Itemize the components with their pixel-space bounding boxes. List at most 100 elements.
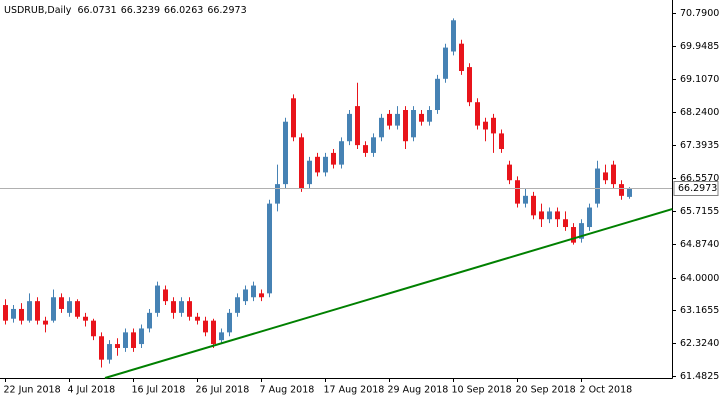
- candle-body: [291, 98, 296, 138]
- candle-body: [259, 293, 264, 298]
- y-tick-label: 70.7900: [680, 8, 719, 19]
- candle-body: [379, 117, 384, 138]
- candle-body: [275, 184, 280, 204]
- candle-body: [307, 160, 312, 185]
- candle-body: [539, 211, 544, 220]
- candle-body: [595, 168, 600, 204]
- candle-body: [611, 164, 616, 185]
- candle-body: [251, 285, 256, 298]
- y-tick-label: 64.8740: [680, 239, 719, 250]
- candle-body: [323, 156, 328, 173]
- candle-body: [355, 106, 360, 146]
- candle-body: [75, 301, 80, 317]
- candle-body: [219, 332, 224, 341]
- candle-body: [11, 308, 16, 319]
- x-tick-label: 17 Aug 2018: [324, 385, 385, 396]
- x-tick-label: 4 Jul 2018: [68, 385, 116, 396]
- candle-body: [91, 320, 96, 337]
- candle-body: [395, 113, 400, 126]
- chart-header: USDRUB,Daily 66.0731 66.3239 66.0263 66.2973: [4, 5, 247, 16]
- candle-body: [123, 332, 128, 348]
- x-tick-label: 26 Jul 2018: [196, 385, 250, 396]
- trendline: [104, 208, 673, 379]
- candle-body: [531, 195, 536, 216]
- candle-body: [483, 121, 488, 130]
- candle-body: [59, 297, 64, 309]
- candle-body: [283, 121, 288, 185]
- x-tick-label: 22 Jun 2018: [4, 385, 61, 396]
- candle-body: [555, 211, 560, 220]
- candle-body: [203, 320, 208, 333]
- candle-body: [603, 172, 608, 181]
- candle-body: [51, 297, 56, 321]
- x-tick-label: 10 Sep 2018: [452, 385, 512, 396]
- candle-body: [235, 297, 240, 313]
- candle-body: [387, 113, 392, 126]
- header-open: 66.0731: [77, 5, 116, 16]
- y-tick-label: 65.7155: [680, 206, 719, 217]
- candle-body: [491, 117, 496, 134]
- candle-body: [339, 141, 344, 165]
- candle-body: [163, 289, 168, 302]
- candle-body: [99, 336, 104, 360]
- candle-body: [347, 113, 352, 142]
- candle-body: [467, 67, 472, 103]
- candle-body: [155, 285, 160, 313]
- candle-body: [187, 301, 192, 317]
- candle-body: [371, 137, 376, 153]
- x-tick-label: 2 Oct 2018: [580, 385, 633, 396]
- candle-body: [27, 301, 32, 321]
- candle-body: [459, 43, 464, 71]
- candle-body: [403, 110, 408, 142]
- x-tick-label: 29 Aug 2018: [388, 385, 449, 396]
- candle-body: [515, 180, 520, 204]
- candle-body: [331, 152, 336, 165]
- candle-body: [587, 207, 592, 228]
- candle-body: [195, 316, 200, 321]
- candle-body: [131, 332, 136, 348]
- x-tick-label: 16 Jul 2018: [132, 385, 186, 396]
- candle-body: [43, 320, 48, 325]
- candle-body: [419, 113, 424, 122]
- candle-body: [107, 344, 112, 360]
- candle-body: [243, 289, 248, 302]
- candle-body: [619, 184, 624, 196]
- candle-body: [147, 312, 152, 329]
- candle-body: [435, 78, 440, 111]
- candle-body: [35, 301, 40, 321]
- header-high: 66.3239: [121, 5, 160, 16]
- candle-body: [427, 110, 432, 122]
- y-tick-label: 68.2400: [680, 107, 719, 118]
- candle-body: [499, 133, 504, 150]
- y-tick-label: 62.3240: [680, 338, 719, 349]
- candle-body: [411, 110, 416, 138]
- candle-body: [507, 164, 512, 181]
- y-tick-label: 64.0000: [680, 273, 719, 284]
- y-tick-label: 66.5570: [680, 173, 719, 184]
- y-tick-label: 67.3935: [680, 140, 719, 151]
- y-tick-label: 69.1070: [680, 74, 719, 85]
- candle-body: [139, 328, 144, 345]
- candle-body: [523, 195, 528, 204]
- candle-body: [3, 305, 8, 321]
- candle-body: [299, 137, 304, 189]
- header-low: 66.0263: [164, 5, 203, 16]
- candle-body: [363, 145, 368, 153]
- candle-body: [211, 320, 216, 345]
- last-price-label: 66.2973: [678, 183, 717, 194]
- candle-body: [83, 316, 88, 321]
- candle-body: [267, 203, 272, 294]
- candle-body: [443, 47, 448, 79]
- x-tick-label: 7 Aug 2018: [260, 385, 315, 396]
- y-tick-label: 63.1655: [680, 305, 719, 316]
- header-close: 66.2973: [207, 5, 246, 16]
- candle-body: [475, 102, 480, 126]
- candle-body: [179, 301, 184, 313]
- chart-title: USDRUB,Daily: [4, 5, 72, 16]
- candle-body: [627, 188, 632, 197]
- candle-body: [579, 223, 584, 239]
- candle-body: [227, 312, 232, 333]
- candle-body: [451, 20, 456, 52]
